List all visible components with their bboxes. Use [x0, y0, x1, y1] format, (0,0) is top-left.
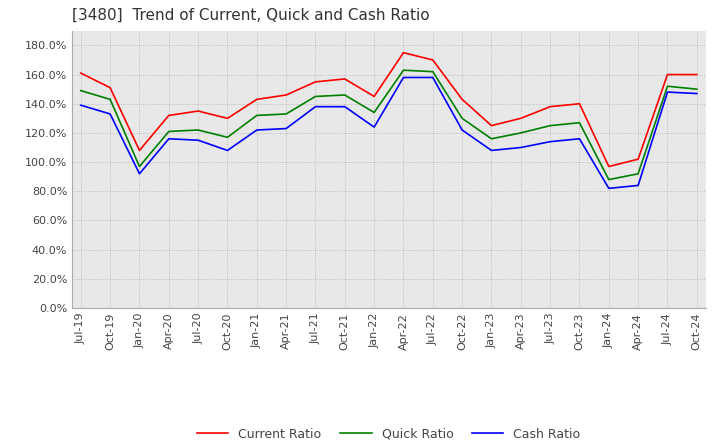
Quick Ratio — [605, 177, 613, 182]
Quick Ratio — [487, 136, 496, 141]
Cash Ratio — [428, 75, 437, 80]
Current Ratio — [516, 116, 525, 121]
Current Ratio — [605, 164, 613, 169]
Current Ratio — [194, 108, 202, 114]
Cash Ratio — [516, 145, 525, 150]
Quick Ratio — [663, 84, 672, 89]
Quick Ratio — [135, 164, 144, 169]
Current Ratio — [663, 72, 672, 77]
Quick Ratio — [194, 127, 202, 132]
Current Ratio — [253, 97, 261, 102]
Cash Ratio — [634, 183, 642, 188]
Cash Ratio — [341, 104, 349, 109]
Quick Ratio — [634, 171, 642, 176]
Current Ratio — [282, 92, 290, 98]
Current Ratio — [458, 97, 467, 102]
Line: Quick Ratio: Quick Ratio — [81, 70, 697, 180]
Text: [3480]  Trend of Current, Quick and Cash Ratio: [3480] Trend of Current, Quick and Cash … — [72, 7, 430, 23]
Quick Ratio — [223, 135, 232, 140]
Quick Ratio — [106, 97, 114, 102]
Current Ratio — [634, 157, 642, 162]
Cash Ratio — [282, 126, 290, 131]
Legend: Current Ratio, Quick Ratio, Cash Ratio: Current Ratio, Quick Ratio, Cash Ratio — [192, 423, 585, 440]
Current Ratio — [106, 85, 114, 90]
Current Ratio — [399, 50, 408, 55]
Cash Ratio — [458, 127, 467, 132]
Current Ratio — [76, 70, 85, 76]
Cash Ratio — [194, 138, 202, 143]
Current Ratio — [135, 148, 144, 153]
Quick Ratio — [164, 129, 173, 134]
Quick Ratio — [458, 116, 467, 121]
Cash Ratio — [693, 91, 701, 96]
Current Ratio — [487, 123, 496, 128]
Cash Ratio — [311, 104, 320, 109]
Cash Ratio — [106, 111, 114, 117]
Current Ratio — [428, 57, 437, 62]
Quick Ratio — [253, 113, 261, 118]
Cash Ratio — [546, 139, 554, 144]
Current Ratio — [164, 113, 173, 118]
Line: Cash Ratio: Cash Ratio — [81, 77, 697, 188]
Current Ratio — [546, 104, 554, 109]
Cash Ratio — [223, 148, 232, 153]
Cash Ratio — [399, 75, 408, 80]
Cash Ratio — [370, 125, 379, 130]
Cash Ratio — [487, 148, 496, 153]
Current Ratio — [693, 72, 701, 77]
Cash Ratio — [605, 186, 613, 191]
Current Ratio — [223, 116, 232, 121]
Line: Current Ratio: Current Ratio — [81, 53, 697, 166]
Quick Ratio — [693, 87, 701, 92]
Quick Ratio — [282, 111, 290, 117]
Current Ratio — [341, 76, 349, 81]
Quick Ratio — [76, 88, 85, 93]
Cash Ratio — [663, 89, 672, 95]
Quick Ratio — [516, 130, 525, 136]
Cash Ratio — [76, 103, 85, 108]
Current Ratio — [575, 101, 584, 106]
Quick Ratio — [575, 120, 584, 125]
Cash Ratio — [135, 171, 144, 176]
Quick Ratio — [546, 123, 554, 128]
Cash Ratio — [575, 136, 584, 141]
Cash Ratio — [164, 136, 173, 141]
Quick Ratio — [311, 94, 320, 99]
Quick Ratio — [370, 110, 379, 115]
Current Ratio — [311, 79, 320, 84]
Cash Ratio — [253, 127, 261, 132]
Quick Ratio — [428, 69, 437, 74]
Quick Ratio — [341, 92, 349, 98]
Current Ratio — [370, 94, 379, 99]
Quick Ratio — [399, 68, 408, 73]
